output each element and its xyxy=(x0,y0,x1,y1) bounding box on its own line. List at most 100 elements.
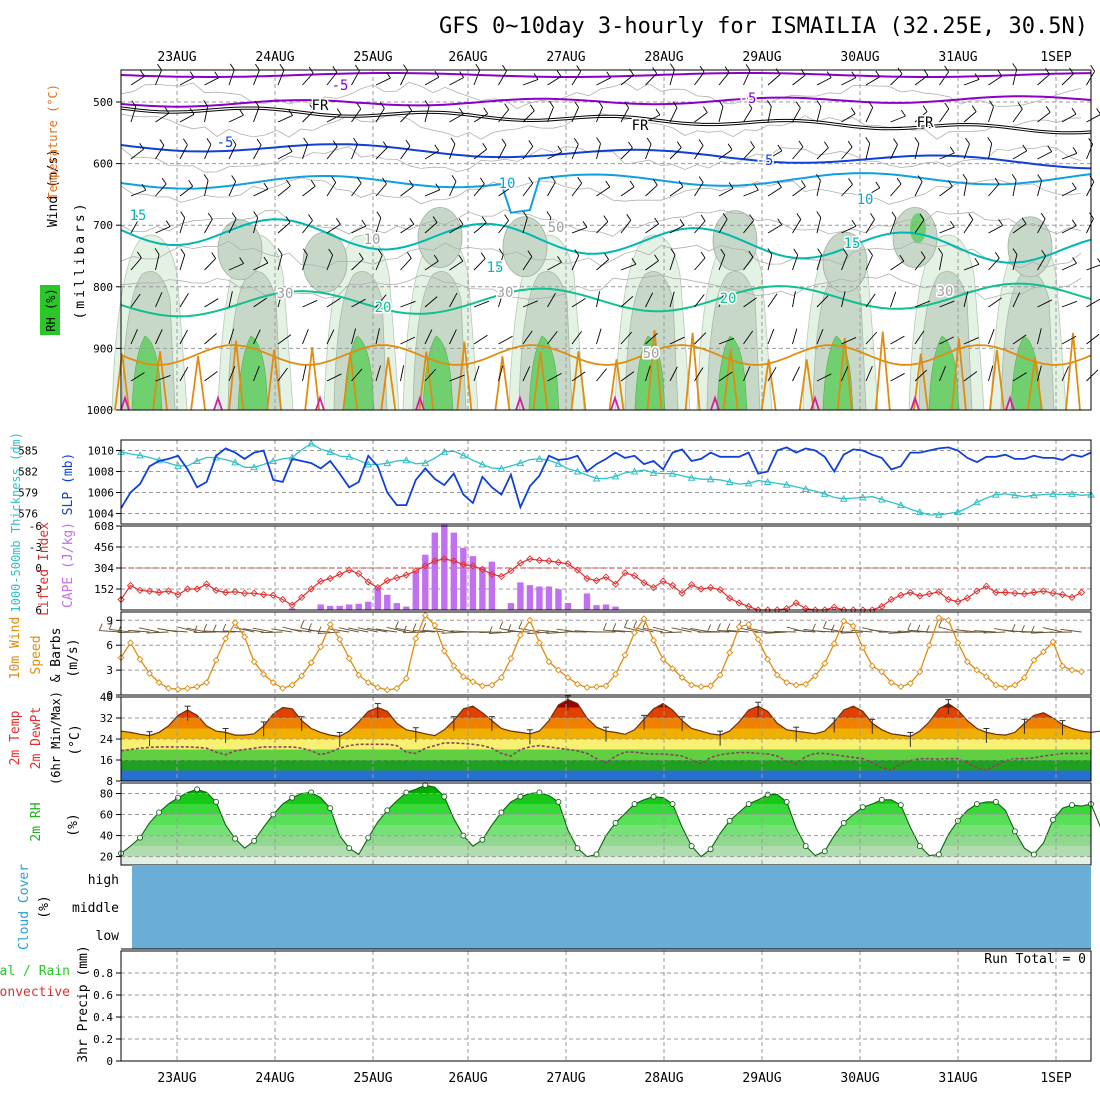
wind-barb-flag xyxy=(896,177,902,185)
wind-barb xyxy=(386,626,407,633)
li-marker xyxy=(126,581,135,590)
wind-barb xyxy=(645,365,651,382)
wind-barb xyxy=(277,254,283,271)
wind-barb xyxy=(988,143,993,160)
wind-speed-marker xyxy=(982,673,990,681)
wind-speed-marker xyxy=(374,684,382,691)
wind-barb xyxy=(473,113,488,123)
wind-speed-marker xyxy=(298,672,306,680)
upper-label-mb: (millibars) xyxy=(73,200,88,319)
wind-barb xyxy=(99,630,122,633)
contour-label: FR xyxy=(632,118,649,134)
li-marker xyxy=(250,589,258,597)
wind-speed-marker xyxy=(1078,668,1085,676)
temp-side-labels: 2m Temp 2m DewPt (6hr Min/Max) (°C) xyxy=(8,691,83,785)
cape-bar xyxy=(374,587,381,610)
wind-barb-flag xyxy=(720,248,726,256)
wind-barb-flag xyxy=(870,213,875,220)
wind-barb-flag xyxy=(254,63,260,71)
wind-speed-marker xyxy=(811,672,819,680)
wind-barb-flag xyxy=(777,218,783,225)
wind-barb xyxy=(204,371,218,382)
wind-barb xyxy=(939,226,955,234)
wind-barb xyxy=(326,373,342,382)
rh-label-rh: 2m RH xyxy=(29,802,44,841)
wind-barb-flag xyxy=(917,175,923,182)
wind-barb xyxy=(194,631,217,633)
wind-barb xyxy=(890,373,905,382)
wind-barb xyxy=(357,627,378,633)
rh-shade-blob xyxy=(712,210,758,272)
wind-barb xyxy=(155,226,171,234)
li-marker xyxy=(260,590,268,599)
wind-barb-flag xyxy=(775,68,781,75)
wind-speed-marker xyxy=(222,635,230,642)
li-marker xyxy=(554,558,563,567)
wind-barb xyxy=(498,291,504,308)
rh-marker xyxy=(783,798,790,805)
thickness-marker xyxy=(402,456,411,464)
wind-barb-flag xyxy=(458,107,464,115)
wind-barb xyxy=(204,258,216,271)
li-marker xyxy=(202,580,211,588)
cape-bar xyxy=(450,532,458,610)
wind-barb xyxy=(130,148,144,160)
wind-barb xyxy=(302,110,315,123)
wind-barb-flag xyxy=(309,104,315,111)
wind-speed-marker xyxy=(383,686,391,694)
wind-barb-flag xyxy=(377,249,383,256)
rh-marker xyxy=(1050,816,1056,823)
wind-barb xyxy=(955,629,977,633)
wind-barb-flag xyxy=(408,180,414,187)
wind-barb xyxy=(155,254,160,271)
wind-barb-flag xyxy=(356,177,362,184)
wind-barb-flag xyxy=(1072,257,1077,264)
li-marker xyxy=(535,556,544,564)
wind-barb-flag xyxy=(938,619,943,628)
wind-barb xyxy=(718,72,730,86)
wind-barb-flag xyxy=(488,626,493,634)
wind-barb-flag xyxy=(229,63,235,71)
wind-speed-marker xyxy=(516,631,524,639)
temp-band xyxy=(121,749,1091,760)
wind-speed-marker xyxy=(526,616,534,624)
wind-barb xyxy=(204,144,212,160)
wind-barb-flag xyxy=(655,108,661,116)
wind-barb xyxy=(841,77,856,86)
wind-barb-flag xyxy=(923,69,929,76)
wind-barb xyxy=(1061,262,1077,271)
wind-speed-marker xyxy=(1068,666,1076,674)
wind-barb xyxy=(612,629,635,633)
temp-contour-25 xyxy=(989,349,1005,411)
wind-barb xyxy=(939,186,953,197)
wind-barb xyxy=(228,114,244,123)
li-marker xyxy=(611,580,620,588)
wind-barb xyxy=(400,145,411,160)
wind-barb-flag xyxy=(361,219,367,227)
cape-bar xyxy=(555,589,562,610)
wind-barb xyxy=(669,254,676,271)
wind-barb xyxy=(375,294,387,308)
wind-barb-flag xyxy=(527,250,533,257)
panel-background xyxy=(121,951,1091,1061)
cape-bar xyxy=(536,586,543,610)
temp-contour-30 xyxy=(315,395,325,411)
li-marker xyxy=(174,590,182,599)
thickness-line xyxy=(120,442,1092,516)
wind-barb-flag xyxy=(816,100,822,107)
wind-barb xyxy=(130,106,137,123)
wind-barb-flag xyxy=(239,108,244,116)
wind-barb xyxy=(571,298,586,308)
wind-barb xyxy=(620,371,635,382)
li-marker xyxy=(440,555,448,563)
wind-barb-flag xyxy=(424,100,430,107)
y-tick-label: 600 xyxy=(93,158,113,171)
wind-barb xyxy=(400,336,416,345)
wind-barb xyxy=(792,328,798,345)
wind-barb-flag xyxy=(557,145,563,153)
temp-contour-minus10 xyxy=(120,72,1092,78)
thickness-marker xyxy=(478,460,487,468)
wind-barb xyxy=(963,111,977,123)
wind-barb xyxy=(204,218,213,234)
